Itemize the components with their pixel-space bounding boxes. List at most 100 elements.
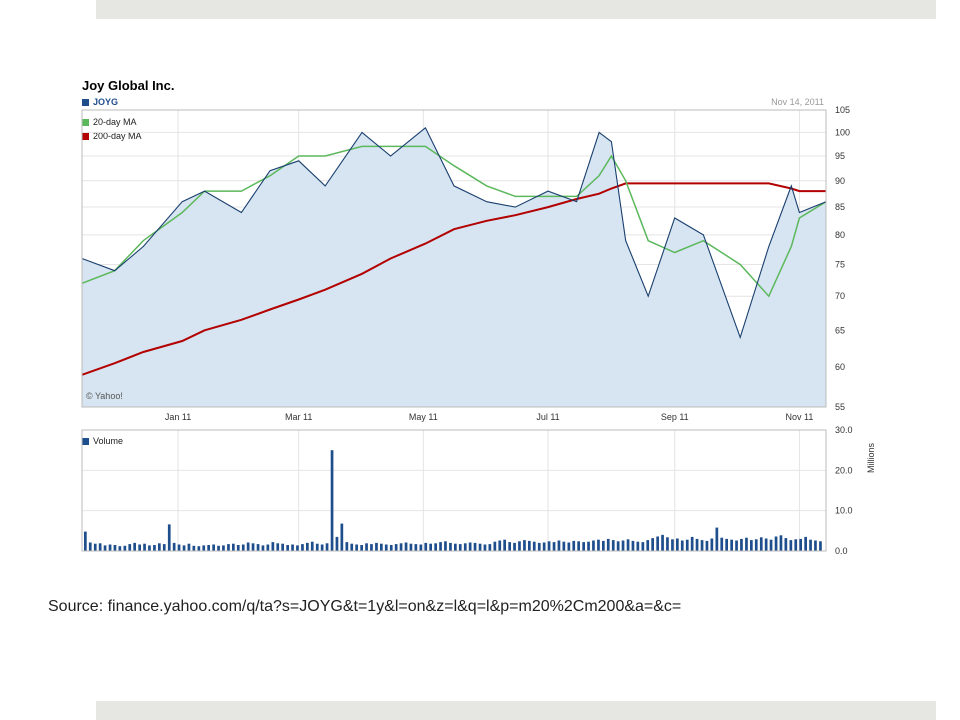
legend-joyg-swatch xyxy=(82,98,89,106)
ma200-line xyxy=(81,182,826,376)
price-line-joyg xyxy=(81,126,827,340)
volume-bar xyxy=(735,540,738,551)
chart-date: Nov 14, 2011 xyxy=(771,97,824,107)
volume-bar xyxy=(705,540,709,551)
legend-joyg: JOYG xyxy=(82,97,118,107)
volume-bar xyxy=(774,536,778,551)
volume-bar xyxy=(597,539,600,551)
price-y-tick-label: 95 xyxy=(835,151,845,161)
volume-bar xyxy=(241,544,245,551)
volume-bar xyxy=(513,542,516,551)
volume-bar xyxy=(246,542,250,551)
volume-bar xyxy=(207,545,210,551)
volume-bar xyxy=(720,537,724,551)
volume-bar xyxy=(271,542,275,551)
volume-bar xyxy=(695,538,699,551)
volume-bar xyxy=(814,540,817,551)
volume-bar xyxy=(463,543,467,551)
top-decor-bar xyxy=(96,0,936,19)
volume-bar xyxy=(394,544,398,551)
volume-bar xyxy=(424,542,428,551)
legend-ma20: 20-day MA xyxy=(82,117,137,127)
volume-bar xyxy=(93,543,97,551)
volume-bar xyxy=(528,540,531,551)
volume-bar xyxy=(158,543,161,551)
volume-bar xyxy=(380,543,383,551)
volume-bar xyxy=(532,541,536,551)
volume-bar xyxy=(488,544,492,551)
volume-bar xyxy=(429,543,432,551)
volume-bar xyxy=(108,544,112,551)
price-y-tick-label: 75 xyxy=(835,260,845,270)
x-tick-label: Sep 11 xyxy=(661,412,689,422)
volume-bar xyxy=(310,541,314,551)
volume-bar xyxy=(192,545,196,551)
volume-bar xyxy=(740,538,743,551)
volume-bar xyxy=(330,450,334,551)
volume-bar xyxy=(296,545,299,551)
volume-bar xyxy=(320,544,324,551)
volume-bar xyxy=(355,544,358,551)
x-tick-label: May 11 xyxy=(409,412,438,422)
volume-bar xyxy=(414,544,418,551)
legend-ma20-swatch xyxy=(82,118,89,126)
volume-bar xyxy=(389,545,393,551)
volume-bar xyxy=(804,536,807,551)
volume-bar xyxy=(611,540,615,551)
volume-bar xyxy=(567,542,571,551)
volume-bar xyxy=(700,540,704,551)
source-caption: Source: finance.yahoo.com/q/ta?s=JOYG&t=… xyxy=(48,598,682,615)
volume-bar xyxy=(153,545,156,551)
volume-bar xyxy=(162,544,166,551)
volume-bar xyxy=(345,542,349,551)
legend-volume: Volume xyxy=(82,436,123,446)
volume-bar xyxy=(222,545,225,551)
price-y-tick-label: 105 xyxy=(835,105,850,115)
volume-bar xyxy=(454,543,457,551)
volume-bar xyxy=(227,544,230,551)
volume-y-tick-label: 0.0 xyxy=(835,546,848,556)
price-y-tick-label: 85 xyxy=(835,202,845,212)
volume-bar xyxy=(434,543,437,551)
volume-y-tick-label: 20.0 xyxy=(835,465,853,475)
volume-bar xyxy=(315,543,319,551)
volume-bar xyxy=(370,544,373,551)
price-y-tick-label: 80 xyxy=(835,230,845,240)
price-y-tick-label: 55 xyxy=(835,402,845,412)
volume-bar xyxy=(375,542,378,551)
volume-bar xyxy=(177,544,181,551)
volume-bar xyxy=(671,539,674,551)
volume-bar xyxy=(473,542,477,551)
volume-bar xyxy=(715,527,719,551)
volume-bar xyxy=(661,534,664,551)
volume-bar xyxy=(404,542,408,551)
volume-bar xyxy=(606,538,610,551)
volume-bar xyxy=(750,540,753,551)
volume-bar xyxy=(350,543,354,551)
ma20-line xyxy=(81,145,827,298)
volume-plot-frame xyxy=(81,429,827,552)
volume-bar xyxy=(84,531,87,551)
volume-bar xyxy=(276,543,280,551)
volume-bar xyxy=(641,542,645,551)
volume-bar xyxy=(301,544,304,551)
price-plot-frame xyxy=(81,109,827,408)
volume-bar xyxy=(508,542,511,551)
volume-bar xyxy=(626,539,630,551)
legend-joyg-label: JOYG xyxy=(93,97,119,107)
volume-bar xyxy=(335,536,339,551)
price-y-tick-label: 65 xyxy=(835,325,845,335)
volume-bar xyxy=(621,540,625,551)
volume-bar xyxy=(286,545,289,551)
volume-bar xyxy=(103,545,107,551)
volume-bar xyxy=(537,542,541,551)
volume-bar xyxy=(409,543,413,551)
legend-ma200-label: 200-day MA xyxy=(93,131,142,141)
x-tick-label: Jul 11 xyxy=(536,412,559,422)
volume-bar xyxy=(236,545,240,551)
volume-bar xyxy=(306,542,309,551)
volume-bar xyxy=(799,538,802,551)
x-tick-label: Mar 11 xyxy=(285,412,312,422)
price-y-tick-label: 60 xyxy=(835,362,845,372)
volume-bar xyxy=(202,545,206,551)
